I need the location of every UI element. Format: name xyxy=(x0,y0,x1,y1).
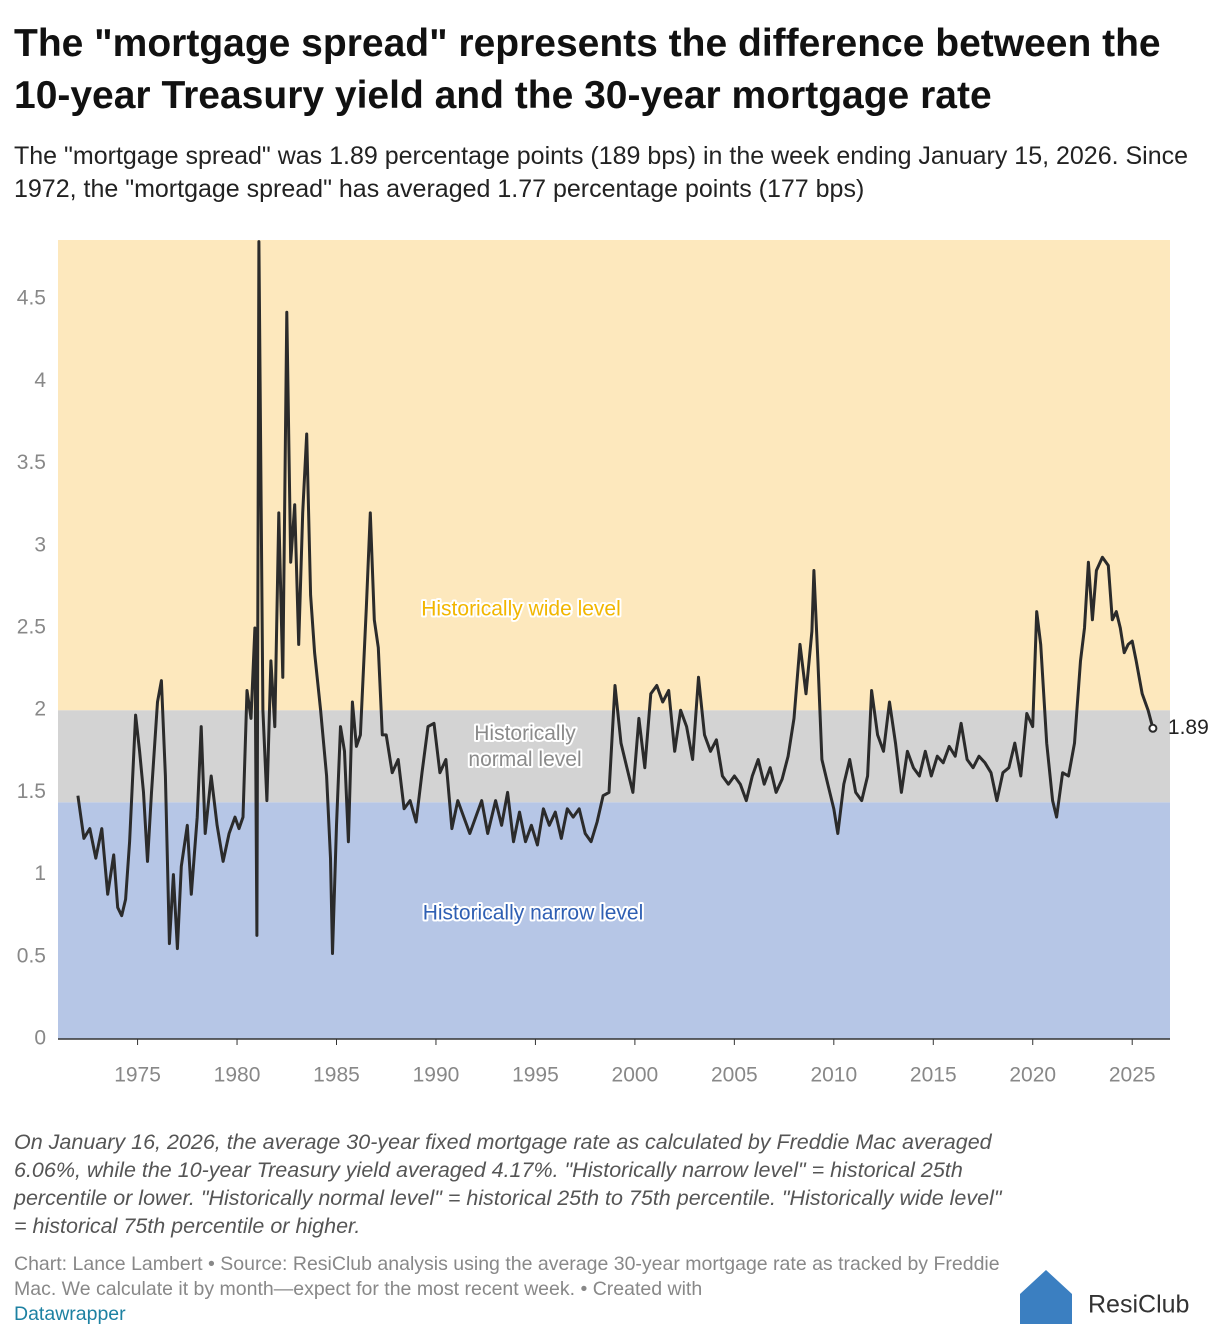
x-tick-label: 2020 xyxy=(1009,1064,1056,1087)
band-label-line: Historically xyxy=(474,722,576,745)
y-tick-label: 4 xyxy=(34,369,46,392)
chart-subtitle: The "mortgage spread" was 1.89 percentag… xyxy=(14,142,1189,203)
y-tick-label: 2.5 xyxy=(17,616,46,639)
spread-line xyxy=(76,240,1155,955)
band xyxy=(58,802,1170,1039)
credits: Chart: Lance Lambert • Source: ResiClub … xyxy=(14,1252,1004,1327)
y-tick-label: 1.5 xyxy=(17,780,46,803)
band-label: Historically normal level xyxy=(468,722,581,771)
band-label: Historically narrow level xyxy=(423,902,644,925)
x-tick-label: 2000 xyxy=(612,1064,659,1087)
y-tick-label: 0 xyxy=(34,1027,46,1050)
x-tick-label: 1980 xyxy=(214,1064,261,1087)
chart-title: The "mortgage spread" represents the dif… xyxy=(14,22,1161,117)
y-tick-label: 3.5 xyxy=(17,451,46,474)
y-tick-label: 4.5 xyxy=(17,287,46,310)
logo: ResiClub xyxy=(1020,1270,1189,1324)
x-tick-label: 2005 xyxy=(711,1064,758,1087)
x-tick-label: 2015 xyxy=(910,1064,957,1087)
logo-mark xyxy=(1020,1270,1072,1324)
end-label: 1.89 xyxy=(1168,716,1209,739)
x-tick-label: 2010 xyxy=(810,1064,857,1087)
source: Chart: Lance Lambert • Source: ResiClub … xyxy=(14,1253,1000,1300)
credit-link[interactable]: Datawrapper xyxy=(14,1303,126,1325)
end-point xyxy=(1148,723,1158,733)
x-tick-label: 1995 xyxy=(512,1064,559,1087)
footnote: On January 16, 2026, the average 30-year… xyxy=(14,1130,1002,1238)
x-tick-label: 1985 xyxy=(313,1064,360,1087)
x-tick-label: 1990 xyxy=(413,1064,460,1087)
y-tick-label: 3 xyxy=(34,533,46,556)
y-tick-label: 1 xyxy=(34,862,46,885)
logo-text: ResiClub xyxy=(1088,1291,1189,1319)
band-label: Historically wide level xyxy=(421,598,621,621)
x-tick-label: 2025 xyxy=(1109,1064,1156,1087)
x-tick-label: 1975 xyxy=(114,1064,161,1087)
y-tick-label: 2 xyxy=(34,698,46,721)
band xyxy=(58,240,1170,711)
y-tick-label: 0.5 xyxy=(17,944,46,967)
band-label-line: normal level xyxy=(468,748,581,771)
